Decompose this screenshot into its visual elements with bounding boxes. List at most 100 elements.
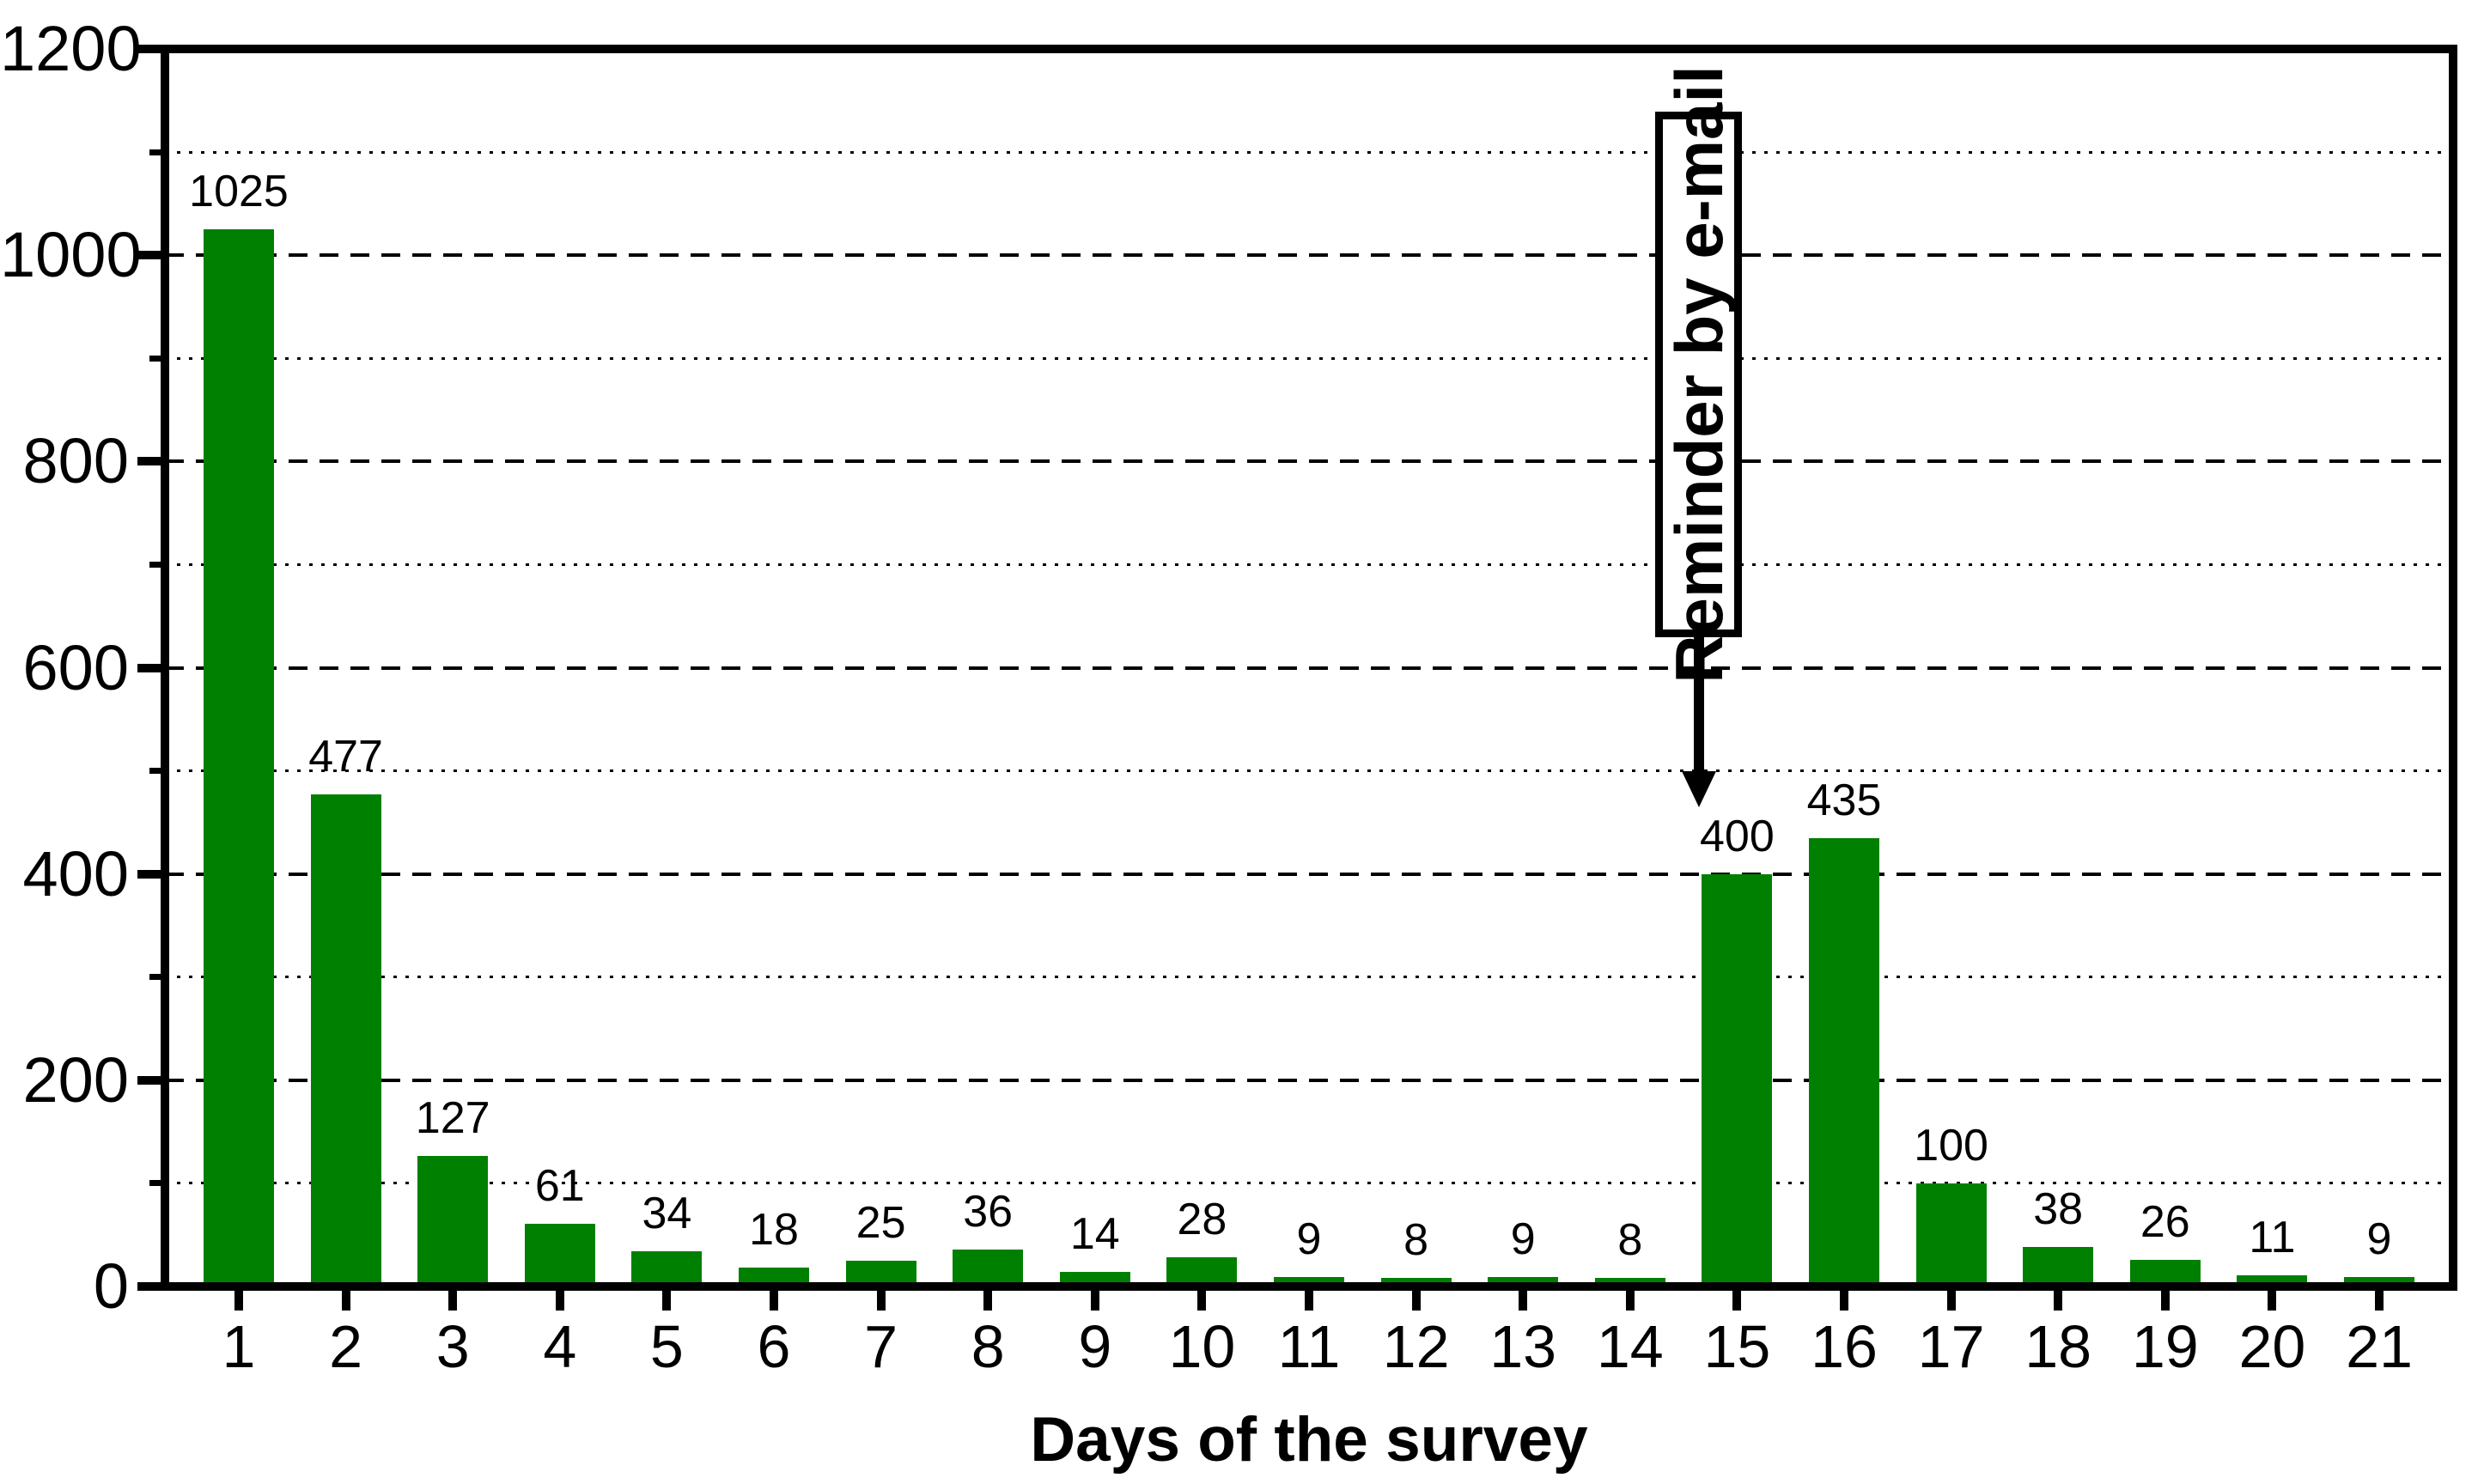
bar-day-2 <box>310 794 381 1286</box>
x-tick-label-day-9: 9 <box>1078 1313 1112 1380</box>
x-tick-day-8 <box>983 1288 993 1311</box>
x-tick-label-day-15: 15 <box>1703 1313 1771 1380</box>
bar-value-label-day-11: 9 <box>1296 1214 1322 1265</box>
bar-value-label-day-20: 11 <box>2249 1212 2296 1262</box>
x-tick-day-7 <box>876 1288 886 1311</box>
bar-day-8 <box>953 1249 1024 1286</box>
y-minor-tick-500 <box>149 768 165 775</box>
bar-value-label-day-21: 9 <box>2366 1214 2392 1265</box>
bar-day-1 <box>204 229 274 1286</box>
x-tick-day-12 <box>1411 1288 1421 1311</box>
x-tick-day-13 <box>1519 1288 1528 1311</box>
y-tick-label-200: 200 <box>22 1043 129 1116</box>
y-minor-tick-900 <box>149 355 165 362</box>
bar-value-label-day-6: 18 <box>749 1205 799 1256</box>
bar-value-label-day-15: 400 <box>1700 811 1775 861</box>
x-tick-label-day-7: 7 <box>864 1313 898 1380</box>
major-gridline-600 <box>165 666 2453 670</box>
y-tick-label-800: 800 <box>22 425 129 497</box>
x-tick-day-4 <box>555 1288 564 1311</box>
y-minor-tick-700 <box>149 561 165 568</box>
plot-frame <box>161 45 2457 1291</box>
y-major-tick-0 <box>137 1282 165 1291</box>
x-tick-day-16 <box>1840 1288 1848 1311</box>
annotation-box: Reminder by e-mail <box>1655 65 1742 684</box>
y-major-tick-400 <box>137 869 165 879</box>
major-gridline-400 <box>165 872 2453 876</box>
y-minor-tick-300 <box>149 974 165 981</box>
bar-day-13 <box>1488 1277 1559 1286</box>
x-tick-label-day-14: 14 <box>1596 1313 1664 1380</box>
x-tick-day-2 <box>341 1288 350 1311</box>
x-tick-label-day-1: 1 <box>222 1313 256 1380</box>
x-tick-day-15 <box>1732 1288 1742 1311</box>
bar-value-label-day-16: 435 <box>1806 775 1882 825</box>
y-major-tick-1000 <box>137 251 165 260</box>
bar-value-label-day-14: 8 <box>1617 1215 1643 1266</box>
x-tick-day-9 <box>1090 1288 1099 1311</box>
x-tick-day-11 <box>1305 1288 1313 1311</box>
bar-day-5 <box>631 1251 703 1286</box>
y-tick-label-600: 600 <box>22 631 129 703</box>
major-gridline-200 <box>165 1078 2453 1082</box>
x-tick-day-21 <box>2375 1288 2384 1311</box>
minor-gridline-900 <box>165 356 2453 360</box>
x-tick-day-6 <box>770 1288 778 1311</box>
x-tick-day-19 <box>2160 1288 2170 1311</box>
bar-day-17 <box>1915 1183 1987 1286</box>
bar-value-label-day-5: 34 <box>642 1189 692 1239</box>
bar-value-label-day-4: 61 <box>534 1160 585 1211</box>
bar-day-4 <box>524 1223 595 1286</box>
minor-gridline-700 <box>165 563 2453 566</box>
bar-value-label-day-3: 127 <box>415 1092 490 1143</box>
x-tick-label-day-10: 10 <box>1168 1313 1236 1380</box>
y-tick-label-0: 0 <box>93 1250 129 1322</box>
bar-day-21 <box>2344 1277 2414 1286</box>
x-tick-label-day-2: 2 <box>329 1313 363 1380</box>
bar-value-label-day-12: 8 <box>1403 1215 1429 1266</box>
x-tick-label-day-17: 17 <box>1917 1313 1985 1380</box>
x-tick-label-day-16: 16 <box>1811 1313 1878 1380</box>
bar-day-7 <box>845 1260 916 1286</box>
x-tick-day-1 <box>234 1288 243 1311</box>
bar-day-3 <box>417 1155 489 1286</box>
x-axis-title: Days of the survey <box>1030 1405 1588 1475</box>
y-minor-tick-1100 <box>149 149 165 155</box>
x-tick-label-day-13: 13 <box>1489 1313 1557 1380</box>
x-tick-day-14 <box>1625 1288 1635 1311</box>
minor-gridline-100 <box>165 1182 2453 1185</box>
y-minor-tick-100 <box>149 1180 165 1187</box>
x-tick-label-day-18: 18 <box>2024 1313 2092 1380</box>
bar-day-6 <box>739 1268 809 1286</box>
x-tick-day-20 <box>2268 1288 2277 1311</box>
x-tick-label-day-19: 19 <box>2131 1313 2199 1380</box>
x-tick-label-day-20: 20 <box>2238 1313 2306 1380</box>
annotation-label: Reminder by e-mail <box>1660 65 1737 684</box>
bar-day-16 <box>1809 837 1879 1286</box>
bar-value-label-day-2: 477 <box>308 732 383 782</box>
x-tick-label-day-11: 11 <box>1277 1313 1341 1380</box>
annotation-arrowhead-icon <box>1682 771 1716 807</box>
bar-value-label-day-9: 14 <box>1069 1209 1120 1260</box>
y-major-tick-200 <box>137 1075 165 1085</box>
x-tick-label-day-6: 6 <box>757 1313 791 1380</box>
bar-day-18 <box>2023 1247 2094 1286</box>
x-tick-day-17 <box>1946 1288 1956 1311</box>
y-major-tick-600 <box>137 663 165 672</box>
bar-value-label-day-17: 100 <box>1914 1120 1988 1171</box>
y-tick-label-400: 400 <box>22 837 129 909</box>
bar-value-label-day-19: 26 <box>2140 1196 2190 1247</box>
bar-day-19 <box>2129 1259 2201 1286</box>
bar-day-10 <box>1166 1257 1238 1286</box>
major-gridline-800 <box>165 459 2453 464</box>
major-gridline-1000 <box>165 253 2453 258</box>
x-tick-day-3 <box>448 1288 458 1311</box>
annotation-arrow-shaft <box>1694 637 1704 775</box>
bar-day-11 <box>1274 1277 1344 1286</box>
bar-value-label-day-10: 28 <box>1177 1195 1227 1245</box>
minor-gridline-500 <box>165 769 2453 773</box>
bar-day-15 <box>1702 873 1773 1286</box>
bar-value-label-day-8: 36 <box>963 1186 1014 1237</box>
y-major-tick-1200 <box>137 45 165 53</box>
